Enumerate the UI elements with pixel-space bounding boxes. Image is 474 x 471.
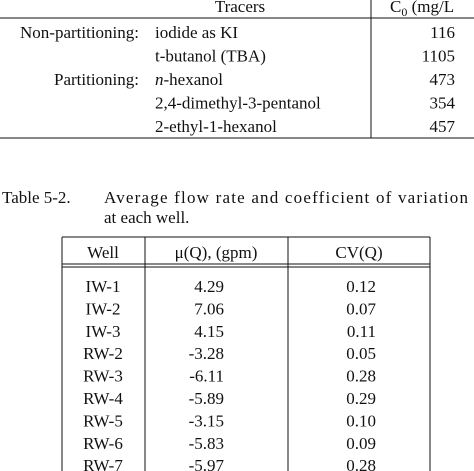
column-header: C0 (mg/L	[390, 0, 454, 19]
header-subscript: 0	[401, 5, 407, 19]
column-header: CV(Q)	[335, 243, 382, 262]
cell-value: -5.97	[189, 456, 225, 471]
cell-value: 0.07	[346, 299, 376, 318]
header-text: (mg/L	[407, 0, 454, 16]
group-label: Non-partitioning:	[20, 23, 139, 42]
tracer-text: t-butanol (TBA)	[155, 47, 266, 66]
column-header: Tracers	[215, 0, 265, 16]
well-name: IW-1	[86, 277, 121, 296]
cell-value: -6.11	[189, 367, 224, 386]
cell-value: -3.15	[189, 411, 224, 430]
cell-value: 4.15	[194, 322, 224, 341]
well-name: RW-6	[83, 434, 123, 453]
header-text: C	[390, 0, 401, 16]
concentration: 473	[430, 70, 456, 89]
cell-value: -3.28	[189, 344, 224, 363]
tracer-name: n-hexanol	[155, 70, 223, 89]
well-name: RW-2	[83, 344, 123, 363]
well-name: RW-4	[83, 389, 123, 408]
column-header: μ(Q), (gpm)	[175, 243, 258, 262]
cell-value: 7.06	[194, 299, 224, 318]
cell-value: -5.89	[189, 389, 224, 408]
well-name: IW-3	[86, 322, 121, 341]
tracer-name: 2,4-dimethyl-3-pentanol	[155, 94, 321, 113]
tracer-text: iodide as KI	[155, 23, 238, 42]
tracer-name: iodide as KI	[155, 23, 238, 42]
cell-value: 0.12	[346, 277, 376, 296]
cell-value: 0.10	[346, 411, 376, 430]
well-name: IW-2	[86, 299, 121, 318]
concentration: 354	[430, 94, 456, 113]
group-label: Partitioning:	[54, 70, 139, 89]
cell-value: 0.09	[346, 434, 376, 453]
concentration: 116	[430, 23, 455, 42]
cell-value: 4.29	[194, 277, 224, 296]
tracer-text: -hexanol	[164, 70, 224, 89]
well-name: RW-3	[83, 367, 123, 386]
tracer-text: 2,4-dimethyl-3-pentanol	[155, 94, 321, 113]
well-name: RW-5	[83, 411, 123, 430]
tracer-name: t-butanol (TBA)	[155, 47, 266, 66]
cell-value: 0.11	[347, 322, 376, 341]
caption-label: Table 5-2.	[2, 188, 71, 207]
cell-value: 0.28	[346, 367, 376, 386]
concentration: 1105	[422, 47, 455, 66]
cell-value: -5.83	[189, 434, 224, 453]
tracer-prefix: n	[155, 70, 164, 89]
concentration: 457	[430, 117, 456, 136]
caption-text: Average flow rate and coefficient of var…	[104, 188, 469, 207]
well-name: RW-7	[83, 456, 123, 471]
caption-text: at each well.	[104, 208, 189, 227]
cell-value: 0.05	[346, 344, 376, 363]
column-header: Well	[87, 243, 119, 262]
tracer-name: 2-ethyl-1-hexanol	[155, 117, 277, 136]
tracer-text: 2-ethyl-1-hexanol	[155, 117, 277, 136]
cell-value: 0.28	[346, 456, 376, 471]
cell-value: 0.29	[346, 389, 376, 408]
